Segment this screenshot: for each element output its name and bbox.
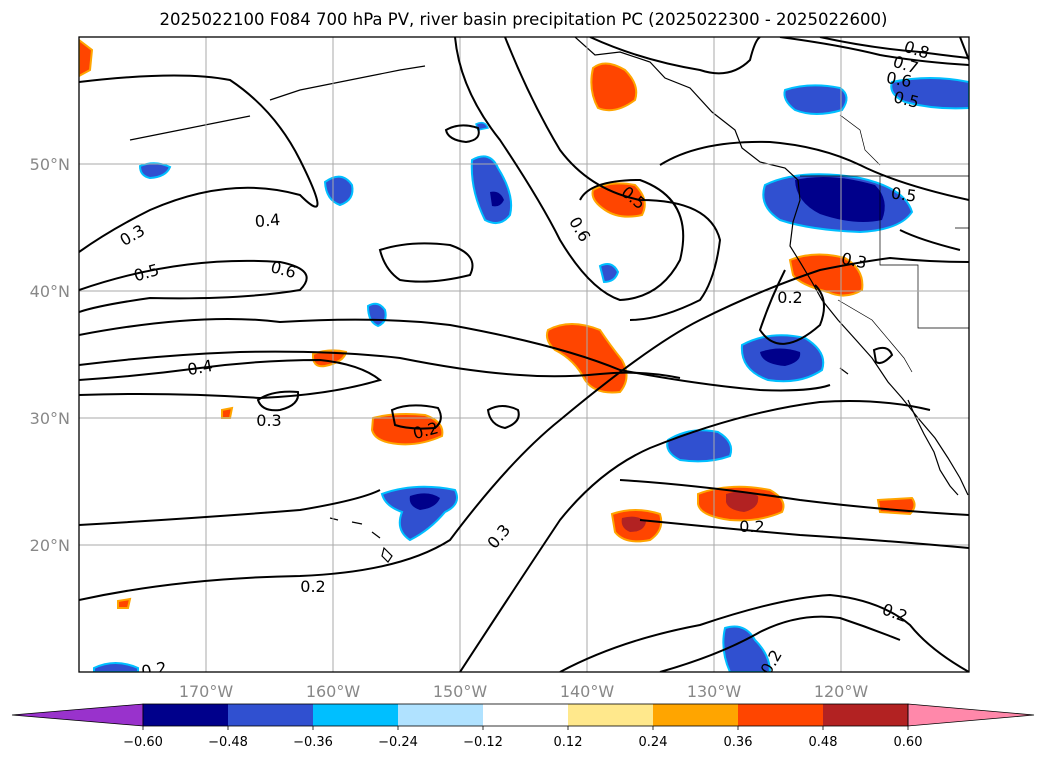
map-frame xyxy=(78,36,970,673)
colorbar-cell xyxy=(568,704,653,726)
map-area: 0.8 0.7 0.6 0.5 0.5 0.6 0.5 0.4 0.3 0.5 … xyxy=(79,37,969,681)
colorbar-tick-label: −0.36 xyxy=(293,735,333,750)
longitude-labels: 170°W 160°W 150°W 140°W 130°W 120°W xyxy=(179,682,869,701)
contour-label: 0.2 xyxy=(140,658,168,681)
colorbar-tick-label: −0.24 xyxy=(378,735,418,750)
colorbar-cell xyxy=(738,704,823,726)
colorbar-cell xyxy=(653,704,738,726)
colorbar-cell xyxy=(313,704,398,726)
contour-label: 0.4 xyxy=(186,356,214,379)
lon-label: 140°W xyxy=(560,682,615,701)
colorbar-cell xyxy=(143,704,228,726)
colorbar-ticks: −0.60 −0.48 −0.36 −0.24 −0.12 0.12 0.24 0.36 0.4… xyxy=(123,726,922,750)
contour-label: 0.2 xyxy=(777,288,802,307)
colorbar-cell xyxy=(228,704,313,726)
contour-label: 0.4 xyxy=(254,210,281,231)
lat-label: 40°N xyxy=(30,282,70,301)
lon-label: 160°W xyxy=(306,682,361,701)
colorbar: −0.60 −0.48 −0.36 −0.24 −0.12 0.12 0.24 0.36 0.4… xyxy=(11,703,1035,750)
lon-label: 120°W xyxy=(814,682,869,701)
colorbar-cells xyxy=(11,703,1035,727)
lat-label: 20°N xyxy=(30,536,70,555)
colorbar-tick-label: 0.24 xyxy=(639,735,668,750)
colorbar-cell xyxy=(398,704,483,726)
gridlines xyxy=(79,37,969,672)
colorbar-tick-label: 0.36 xyxy=(724,735,753,750)
colorbar-cell xyxy=(823,704,908,726)
colorbar-cell xyxy=(483,704,568,726)
colorbar-tick-label: 0.60 xyxy=(894,735,923,750)
colorbar-tick-label: −0.60 xyxy=(123,735,163,750)
islands xyxy=(329,517,393,563)
map-title: 2025022100 F084 700 hPa PV, river basin … xyxy=(159,10,888,29)
contour-label: 0.3 xyxy=(840,249,869,273)
contour-label: 0.3 xyxy=(256,411,281,430)
lon-label: 130°W xyxy=(687,682,742,701)
contour-label: 0.5 xyxy=(890,183,918,205)
colorbar-frame xyxy=(142,703,909,727)
colorbar-tick-label: 0.48 xyxy=(809,735,838,750)
lat-label: 50°N xyxy=(30,155,70,174)
contour-label: 0.2 xyxy=(300,577,325,596)
lat-label: 30°N xyxy=(30,409,70,428)
contour-label: 0.2 xyxy=(739,517,764,536)
contour-label: 0.6 xyxy=(885,68,913,91)
colorbar-tick-label: −0.48 xyxy=(208,735,248,750)
lon-label: 170°W xyxy=(179,682,234,701)
latitude-labels: 50°N 40°N 30°N 20°N xyxy=(30,155,70,555)
lon-label: 150°W xyxy=(433,682,488,701)
pv-contours xyxy=(79,37,969,672)
borders xyxy=(800,114,969,373)
colorbar-extend-low xyxy=(11,703,144,727)
colorbar-tick-label: −0.12 xyxy=(463,735,503,750)
colorbar-tick-label: 0.12 xyxy=(554,735,583,750)
colorbar-extend-high xyxy=(907,703,1035,727)
coastlines xyxy=(129,37,969,496)
